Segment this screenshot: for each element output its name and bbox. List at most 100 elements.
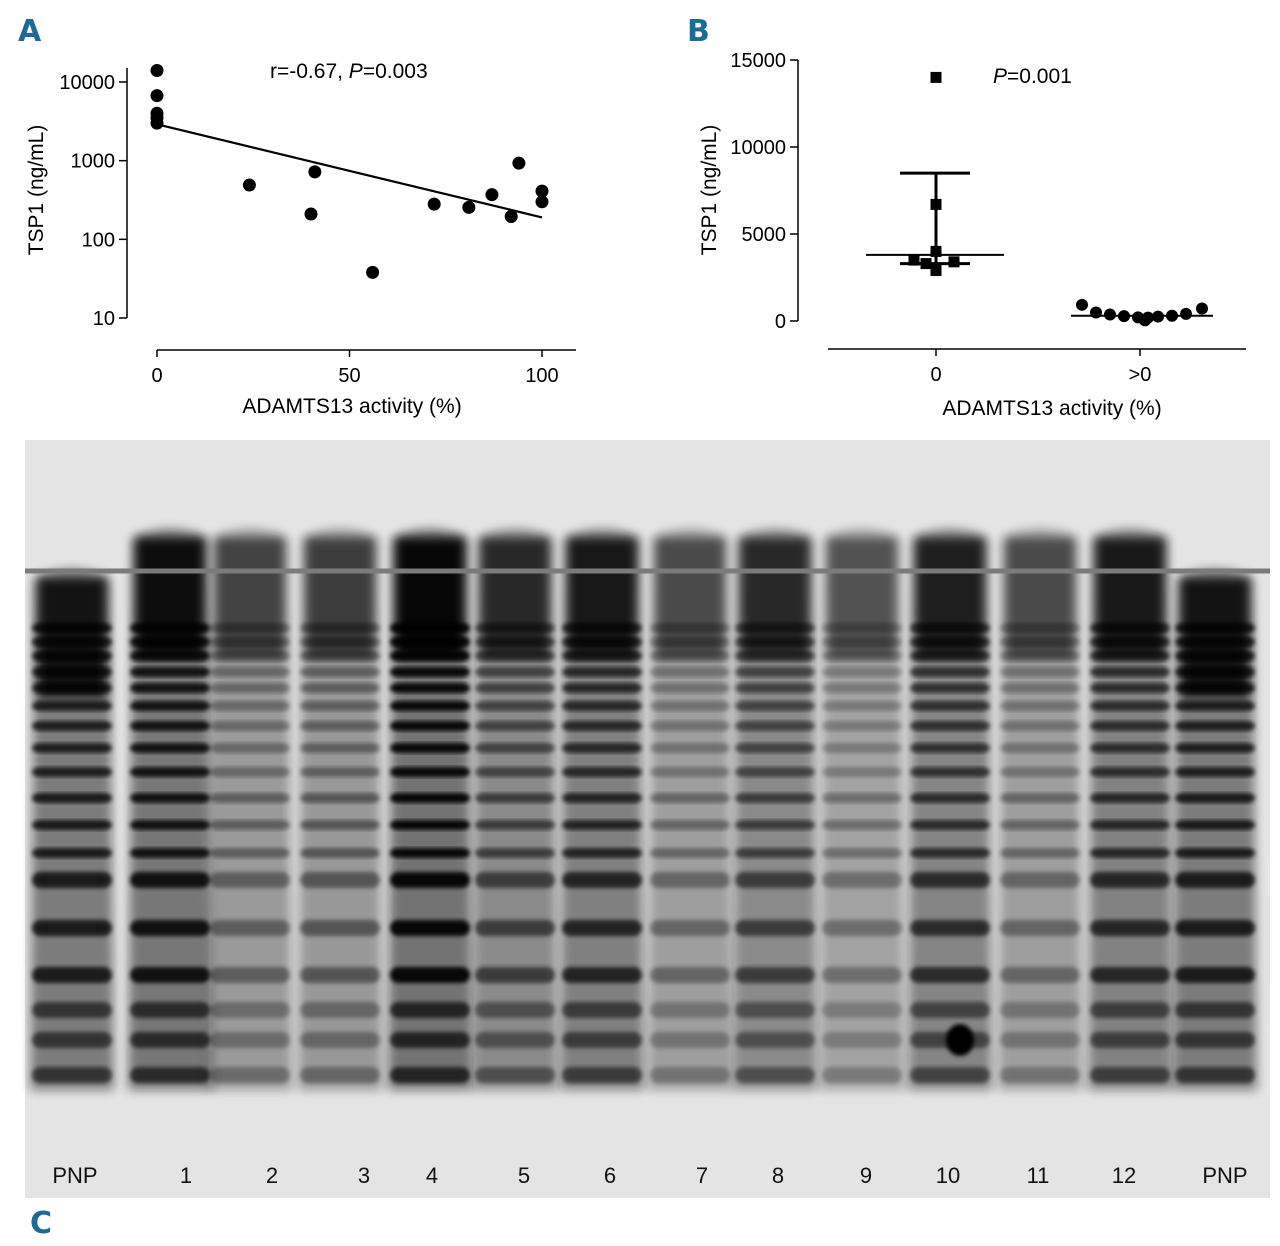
gel-band: [300, 721, 380, 731]
gel-band: [1090, 920, 1170, 936]
gel-band: [650, 651, 730, 661]
gel-band: [475, 721, 555, 731]
gel-band: [1090, 1067, 1170, 1083]
gel-lane-label: 11: [1027, 1163, 1050, 1188]
gel-band: [910, 623, 990, 633]
gel-lane-label: PNP: [52, 1163, 97, 1188]
gel-band: [32, 637, 112, 647]
gel-band: [300, 701, 380, 711]
gel-band: [1090, 872, 1170, 888]
gel-band: [475, 1002, 555, 1018]
gel-band: [210, 683, 290, 693]
gel-band: [130, 767, 210, 777]
gel-band: [822, 701, 902, 711]
gel-lane: [820, 529, 904, 1090]
gel-band: [390, 1032, 470, 1048]
gel-band: [562, 721, 642, 731]
gel-band: [300, 743, 380, 753]
gel-band: [475, 920, 555, 936]
gel-band: [300, 793, 380, 803]
gel-band: [300, 1067, 380, 1083]
gel-band: [300, 848, 380, 858]
gel-band: [390, 721, 470, 731]
chart-a-point: [512, 156, 526, 170]
gel-band: [210, 651, 290, 661]
gel-band: [210, 721, 290, 731]
gel-band: [32, 848, 112, 858]
gel-lane: [733, 529, 817, 1090]
gel-band: [650, 637, 730, 647]
gel-band: [822, 637, 902, 647]
gel-band: [910, 872, 990, 888]
chart-a-x-label: ADAMTS13 activity (%): [242, 395, 461, 418]
chart-a-point: [308, 165, 322, 179]
gel-lane: [473, 529, 557, 1090]
gel-band: [390, 667, 470, 677]
gel-band: [475, 767, 555, 777]
gel-band: [822, 767, 902, 777]
chart-b-x-label: ADAMTS13 activity (%): [942, 397, 1161, 420]
gel-band: [735, 667, 815, 677]
gel-band: [735, 967, 815, 983]
gel-band: [32, 1002, 112, 1018]
gel-lane-label: PNP: [1202, 1163, 1247, 1188]
gel-band: [300, 767, 380, 777]
gel-band: [130, 637, 210, 647]
gel-band: [822, 721, 902, 731]
gel-band: [130, 1032, 210, 1048]
gel-band: [562, 1032, 642, 1048]
gel-lane-label: 12: [1112, 1163, 1136, 1188]
gel-band: [390, 1002, 470, 1018]
chart-b-point: [1139, 314, 1151, 327]
gel-band: [735, 1032, 815, 1048]
gel-lane-label: 10: [936, 1163, 960, 1188]
chart-b-y-tick-label: 5000: [742, 224, 787, 246]
gel-band: [130, 651, 210, 661]
gel-band: [822, 872, 902, 888]
chart-a-y-tick-label: 100: [82, 229, 115, 251]
gel-band: [562, 743, 642, 753]
gel-lane: [560, 529, 644, 1090]
gel-band: [650, 683, 730, 693]
gel-band: [32, 623, 112, 633]
chart-a: 10 100 1000 10000 0 50 100 r=-0.67, P=0.003 A…: [25, 60, 576, 418]
gel-band: [390, 651, 470, 661]
gel-band: [475, 743, 555, 753]
gel-band: [1175, 767, 1255, 777]
gel-band: [562, 623, 642, 633]
gel-band: [390, 920, 470, 936]
gel-lane-label: 3: [358, 1163, 370, 1188]
gel-band: [475, 623, 555, 633]
gel-band: [910, 820, 990, 830]
gel-band: [735, 623, 815, 633]
gel-band: [650, 967, 730, 983]
chart-a-y-tick-label: 1000: [71, 151, 116, 173]
gel-band: [1000, 721, 1080, 731]
gel-band: [910, 743, 990, 753]
gel-band: [300, 667, 380, 677]
gel-band: [650, 872, 730, 888]
gel-band: [130, 1002, 210, 1018]
gel-band: [1000, 637, 1080, 647]
gel-band: [210, 872, 290, 888]
chart-b-point: [1118, 310, 1130, 323]
gel-band: [1090, 667, 1170, 677]
gel-lane: [208, 529, 292, 1090]
chart-a-y-tick-label: 10: [93, 308, 115, 330]
gel-band: [735, 651, 815, 661]
gel-lane-label: 4: [426, 1163, 438, 1188]
gel-band: [32, 1032, 112, 1048]
chart-b: 0 5000 10000 15000 0 >0 P=0.001 ADAMTS13 act…: [698, 50, 1246, 420]
chart-b-point: [930, 245, 942, 257]
gel-band: [650, 667, 730, 677]
gel-band: [300, 623, 380, 633]
gel-band: [1175, 743, 1255, 753]
gel-band: [1000, 1002, 1080, 1018]
chart-a-point: [504, 210, 518, 224]
gel-band: [390, 793, 470, 803]
gel-band: [910, 667, 990, 677]
gel-band: [300, 820, 380, 830]
chart-b-point: [1090, 306, 1102, 319]
gel-band: [822, 683, 902, 693]
